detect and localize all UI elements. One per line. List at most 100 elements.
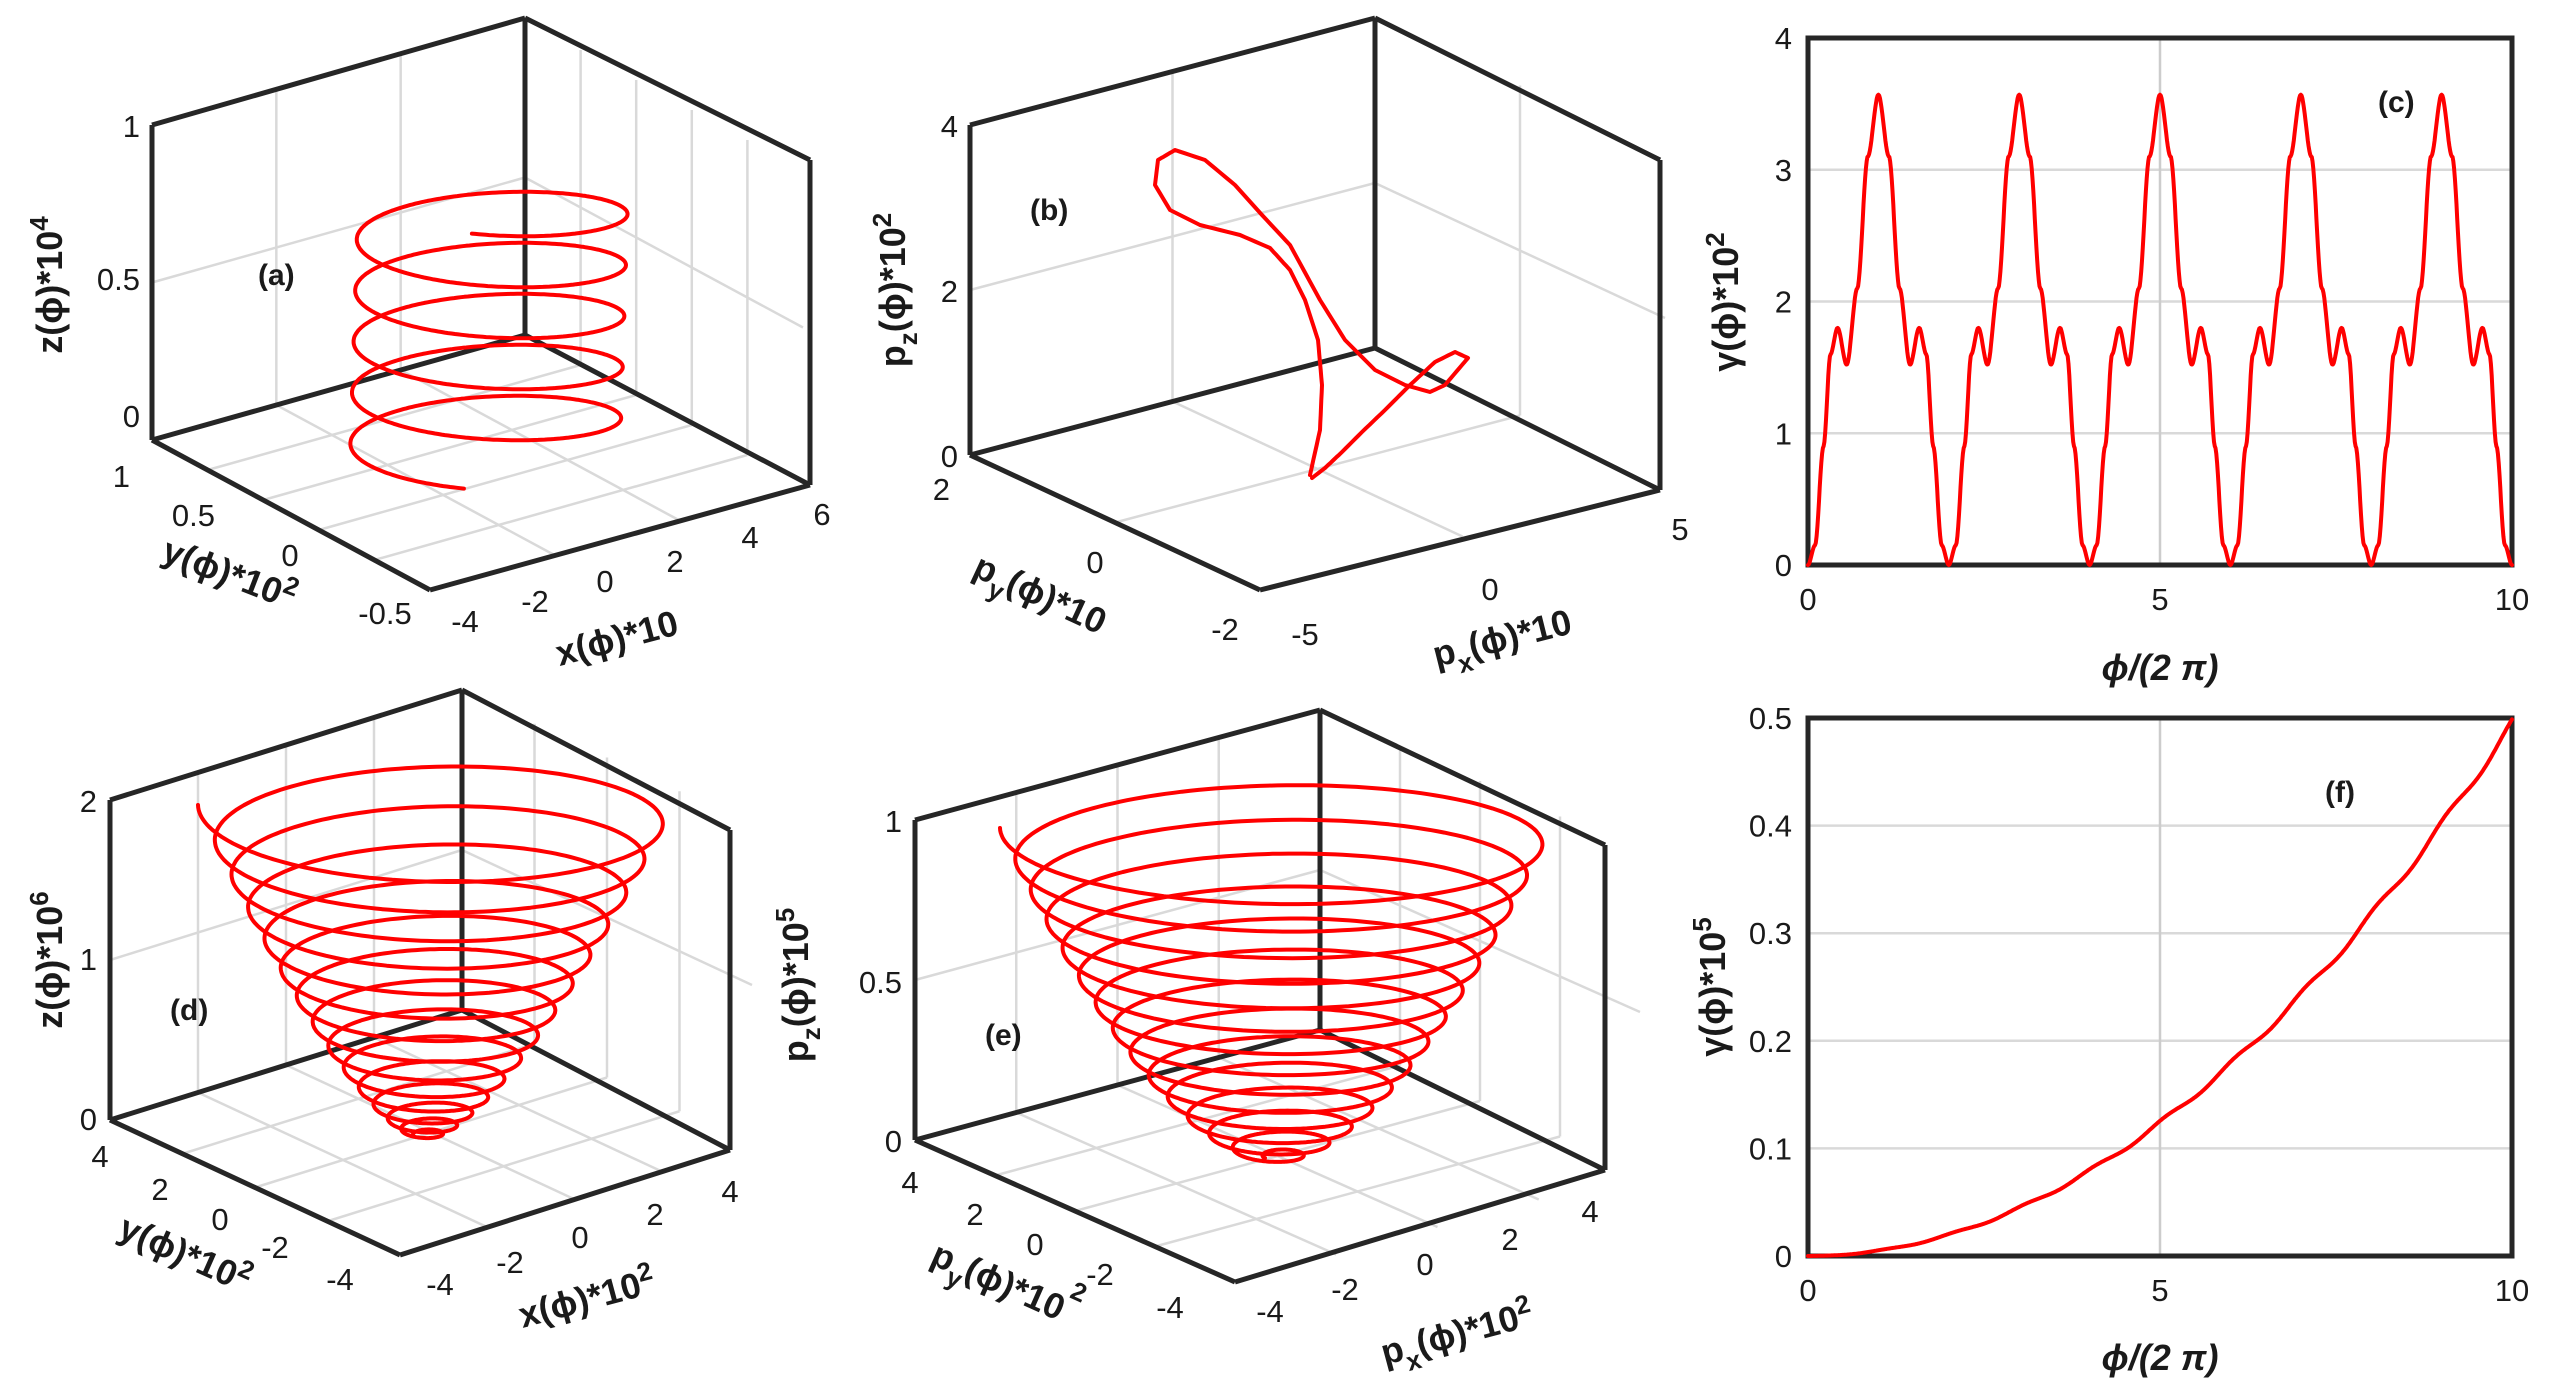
panel-f: 0 0.1 0.2 0.3 0.4 0.5 0 5 10 (f) ϕ/(2 π) γ(ϕ)*10… bbox=[1687, 701, 2529, 1378]
panel-f-gamma-curve bbox=[1806, 717, 2514, 1258]
panel-b-x-tick: 5 bbox=[1671, 512, 1688, 547]
panel-e-tick-labels: 1 0.5 0 4 2 0 -2 -4 -4 -2 0 2 4 bbox=[859, 804, 1599, 1329]
b-grid-wall bbox=[969, 181, 1376, 292]
b-grid-floor bbox=[1171, 400, 1464, 538]
panel-f-axes-box bbox=[1805, 715, 2515, 1259]
panel-d-y-tick: -2 bbox=[261, 1230, 289, 1265]
f-x-tick: 10 bbox=[2495, 1273, 2529, 1308]
f-y-tick: 0 bbox=[1775, 1239, 1792, 1274]
panel-d-z-tick: 2 bbox=[80, 784, 97, 819]
panel-e-z-tick: 0 bbox=[885, 1124, 902, 1159]
c-y-tick: 0 bbox=[1775, 548, 1792, 583]
panel-e-y-tick: 4 bbox=[901, 1165, 918, 1200]
panel-d-x-tick: -2 bbox=[496, 1245, 524, 1280]
panel-d-y-tick: 2 bbox=[151, 1172, 168, 1207]
b-grid-wall bbox=[1374, 181, 1666, 320]
panel-d-z-tick: 0 bbox=[80, 1102, 97, 1137]
panel-b-y-tick: 0 bbox=[1086, 545, 1103, 580]
a-grid-floor bbox=[374, 453, 748, 562]
a-grid-floor bbox=[400, 368, 680, 522]
panel-a-z-tick: 1 bbox=[123, 109, 140, 144]
panel-d-y-axis-label: y(ϕ)*102 bbox=[113, 1202, 259, 1301]
e-grid-floor bbox=[1218, 1056, 1540, 1201]
panel-d-tick-labels: 2 1 0 4 2 0 -2 -4 -4 -2 0 2 4 bbox=[80, 784, 739, 1302]
d-grid-floor bbox=[197, 1091, 489, 1229]
panel-e-y-tick: -4 bbox=[1156, 1290, 1184, 1325]
panel-c-gamma-curve bbox=[1806, 92, 2514, 567]
panel-b-x-axis-label: px(ϕ)*10 bbox=[1428, 601, 1578, 685]
panel-b-momentum-curve bbox=[1153, 148, 1470, 480]
panel-b-z-axis-label: pz(ϕ)*102 bbox=[867, 213, 923, 367]
panel-b-gridlines bbox=[969, 71, 1666, 538]
panel-b-box bbox=[967, 15, 1663, 593]
panel-d: 2 1 0 4 2 0 -2 -4 -4 -2 0 2 4 (d) z(ϕ)*1… bbox=[24, 687, 753, 1336]
panel-d-z-axis-label: z(ϕ)*106 bbox=[24, 891, 70, 1028]
panel-e-z-tick: 0.5 bbox=[859, 965, 902, 1000]
panel-b: 4 2 0 2 0 -2 -5 0 5 (b) pz(ϕ)*102 py(ϕ)*… bbox=[867, 15, 1689, 685]
panel-b-y-tick: -2 bbox=[1211, 612, 1239, 647]
panel-f-tick-labels: 0 0.1 0.2 0.3 0.4 0.5 0 5 10 bbox=[1749, 701, 2529, 1308]
panel-e-x-tick: -4 bbox=[1256, 1294, 1284, 1329]
panel-f-label: (f) bbox=[2325, 776, 2355, 809]
panel-e-y-tick: 0 bbox=[1026, 1227, 1043, 1262]
panel-a-y-tick: -0.5 bbox=[358, 596, 411, 631]
panel-f-gridlines bbox=[1808, 718, 2512, 1256]
panel-d-z-tick: 1 bbox=[80, 942, 97, 977]
f-y-tick: 0.2 bbox=[1749, 1024, 1792, 1059]
c-x-tick: 10 bbox=[2495, 582, 2529, 617]
panel-e-x-tick: 2 bbox=[1501, 1222, 1518, 1257]
panel-d-y-tick: -4 bbox=[326, 1262, 354, 1297]
panel-d-y-tick: 4 bbox=[91, 1139, 108, 1174]
f-y-tick: 0.4 bbox=[1749, 809, 1792, 844]
panel-c-axes-box bbox=[1805, 35, 2515, 568]
f-y-tick: 0.3 bbox=[1749, 916, 1792, 951]
panel-d-x-axis-label: x(ϕ)*102 bbox=[513, 1255, 660, 1336]
panel-a-z-tick: 0 bbox=[123, 399, 140, 434]
panel-b-z-tick: 4 bbox=[941, 109, 958, 144]
c-y-tick: 3 bbox=[1775, 153, 1792, 188]
panel-a-x-tick: 6 bbox=[813, 497, 830, 532]
a-grid-wall bbox=[524, 176, 804, 329]
panel-a-helix-curve bbox=[348, 189, 630, 491]
panel-e-y-tick: -2 bbox=[1086, 1257, 1114, 1292]
c-y-tick: 2 bbox=[1775, 285, 1792, 320]
panel-c-gridlines bbox=[1808, 38, 2512, 565]
panel-e-gridlines bbox=[914, 737, 1641, 1256]
e-grid-floor bbox=[1015, 1111, 1337, 1256]
panel-b-label: (b) bbox=[1030, 194, 1068, 227]
panel-d-x-tick: -4 bbox=[426, 1267, 454, 1302]
c-y-tick: 1 bbox=[1775, 416, 1792, 451]
panel-d-box bbox=[107, 687, 733, 1258]
panel-f-x-axis-label: ϕ/(2 π) bbox=[2102, 1337, 2219, 1378]
c-y-tick: 4 bbox=[1775, 21, 1792, 56]
a-grid-floor bbox=[262, 393, 637, 502]
panel-d-y-tick: 0 bbox=[211, 1202, 228, 1237]
panel-a-x-tick: -2 bbox=[521, 584, 549, 619]
panel-b-y-tick: 2 bbox=[933, 472, 950, 507]
panel-e-y-axis-label: py(ϕ)*102 bbox=[921, 1218, 1091, 1344]
panel-b-z-tick: 2 bbox=[941, 274, 958, 309]
f-x-tick: 5 bbox=[2151, 1273, 2168, 1308]
panel-a-x-tick: 0 bbox=[596, 564, 613, 599]
panel-a-y-tick: 0 bbox=[281, 538, 298, 573]
panel-c: 0 1 2 3 4 0 5 10 (c) ϕ/(2 π) γ(ϕ)*102 bbox=[1700, 21, 2529, 688]
panel-e: 1 0.5 0 4 2 0 -2 -4 -4 -2 0 2 4 (e) pz(ϕ… bbox=[770, 707, 1641, 1377]
panel-d-x-tick: 0 bbox=[571, 1220, 588, 1255]
panel-e-x-tick: 0 bbox=[1416, 1247, 1433, 1282]
panel-b-z-tick: 0 bbox=[941, 439, 958, 474]
panel-d-label: (d) bbox=[170, 994, 208, 1027]
c-x-tick: 0 bbox=[1799, 582, 1816, 617]
panel-a-x-tick: 4 bbox=[741, 520, 758, 555]
panel-a-y-tick: 1 bbox=[113, 459, 130, 494]
a-grid-floor bbox=[318, 423, 693, 532]
panel-c-tick-labels: 0 1 2 3 4 0 5 10 bbox=[1775, 21, 2529, 617]
f-y-tick: 0.5 bbox=[1749, 701, 1792, 736]
panel-a-gridlines bbox=[151, 50, 804, 562]
panel-a: 1 0.5 0 1 0.5 0 -0.5 -4 -2 0 2 4 6 (a) z… bbox=[24, 15, 831, 674]
panel-c-y-axis-label: γ(ϕ)*102 bbox=[1700, 232, 1746, 372]
f-x-tick: 0 bbox=[1799, 1273, 1816, 1308]
panel-f-y-axis-label: γ(ϕ)*105 bbox=[1687, 917, 1733, 1057]
panel-e-box bbox=[912, 707, 1608, 1285]
panel-e-bowl-curve bbox=[998, 783, 1545, 1164]
